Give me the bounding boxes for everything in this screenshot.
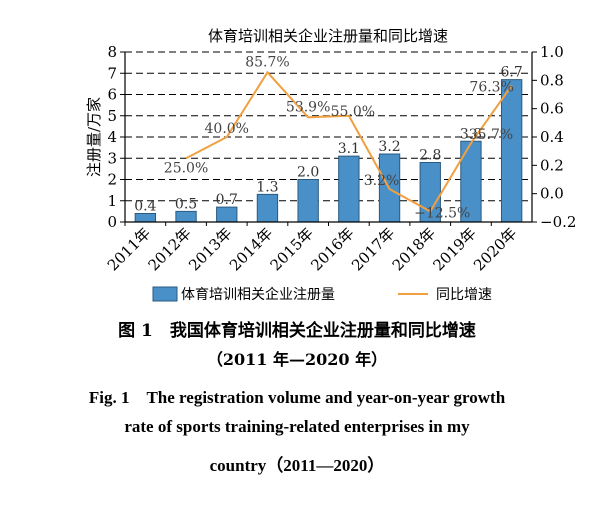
right-axis-ticks: −0.2 0.0 0.2 0.4 0.6 0.8 1.0 [532, 43, 576, 231]
left-tick-label: 1 [107, 192, 117, 210]
bar-data-label: 6.7 [501, 65, 523, 81]
bar-data-label: 0.5 [175, 196, 197, 212]
legend-bar-label: 体育培训相关企业注册量 [181, 286, 335, 303]
line-data-label: 25.0% [164, 160, 208, 176]
left-tick-label: 3 [107, 149, 117, 167]
bar [500, 79, 523, 223]
left-axis-label: 注册量/万家 [85, 97, 103, 177]
x-tick-label: 2016年 [307, 224, 357, 274]
left-tick-label: 8 [107, 43, 117, 61]
growth-rate-line [185, 70, 513, 213]
line-data-label: 53.9% [286, 99, 330, 115]
bar [216, 206, 238, 223]
line-data-labels: 25.0% 40.0% 85.7% 53.9% 55.0% 3.2% −12.5% 35.7%… [164, 54, 514, 221]
line-data-label: 40.0% [205, 121, 249, 137]
line-data-label: 35.7% [469, 127, 513, 143]
right-tick-label: 0.6 [540, 100, 564, 118]
bar [338, 155, 360, 223]
chart: 体育培训相关企业注册量和同比增速 0.4 0.5 0.7 1.3 2.0 3.1 3.2 2.… [85, 27, 576, 303]
caption-en-line-2: rate of sports training-related enterpri… [124, 417, 470, 436]
line-data-label: 3.2% [364, 173, 400, 189]
bar-data-label: 2.0 [297, 165, 319, 181]
left-tick-label: 6 [107, 86, 117, 104]
x-tick-label: 2018年 [389, 224, 439, 274]
line-data-label: 55.0% [331, 104, 375, 120]
right-tick-label: 0.8 [540, 71, 564, 89]
legend: 体育培训相关企业注册量 同比增速 [152, 286, 492, 303]
right-tick-label: 0.4 [540, 128, 564, 146]
left-tick-label: 4 [107, 128, 117, 146]
left-tick-label: 2 [107, 171, 117, 189]
line-data-label: −12.5% [414, 205, 470, 221]
left-tick-label: 7 [107, 64, 117, 82]
left-tick-label: 0 [107, 213, 117, 231]
x-tick-label: 2014年 [226, 224, 276, 274]
left-axis-ticks: 0 1 2 3 4 5 6 7 8 [107, 43, 125, 231]
bar-data-label: 1.3 [256, 179, 278, 195]
x-tick-label: 2013年 [185, 224, 235, 274]
bar [175, 210, 197, 223]
caption-en-line-1: Fig. 1 The registration volume and year-… [88, 388, 506, 407]
left-tick-label: 5 [107, 107, 117, 125]
chart-title: 体育培训相关企业注册量和同比增速 [208, 27, 448, 45]
x-tick-label: 2011年 [104, 224, 154, 274]
bar-data-label: 3.8 [460, 126, 482, 142]
x-tick-label: 2012年 [145, 224, 195, 274]
right-tick-label: 1.0 [540, 43, 564, 61]
x-tick-label: 2020年 [470, 224, 520, 274]
bar-data-label: 2.8 [419, 148, 441, 164]
bar-series [134, 79, 523, 223]
x-tick-label: 2017年 [348, 224, 398, 274]
right-tick-label: 0.0 [540, 185, 564, 203]
bar-data-label: 3.2 [378, 139, 400, 155]
bar [256, 193, 279, 223]
caption-zh-line-2: （2011 年—2020 年） [206, 350, 388, 369]
bar [134, 213, 157, 223]
x-tick-label: 2019年 [429, 224, 479, 274]
right-tick-label: −0.2 [540, 213, 576, 231]
line-data-label: 76.3% [469, 80, 513, 96]
legend-bar-swatch [152, 286, 178, 302]
line-data-label: 85.7% [245, 54, 289, 70]
bar-data-label: 0.7 [216, 192, 238, 208]
bar [297, 179, 319, 223]
caption-en-line-3: country（2011—2020） [209, 456, 385, 475]
bar-data-labels: 0.4 0.5 0.7 1.3 2.0 3.1 3.2 2.8 3.8 6.7 [134, 65, 523, 215]
legend-line-label: 同比增速 [436, 287, 492, 303]
bar-data-label: 3.1 [338, 141, 360, 157]
x-axis-ticks: 2011年2012年2013年2014年2015年2016年2017年2018年… [104, 222, 520, 274]
x-tick-label: 2015年 [267, 224, 317, 274]
right-tick-label: 0.2 [540, 156, 564, 174]
bar-data-label: 0.4 [134, 199, 156, 215]
caption-zh-line-1: 图 1 我国体育培训相关企业注册量和同比增速 [118, 321, 476, 341]
